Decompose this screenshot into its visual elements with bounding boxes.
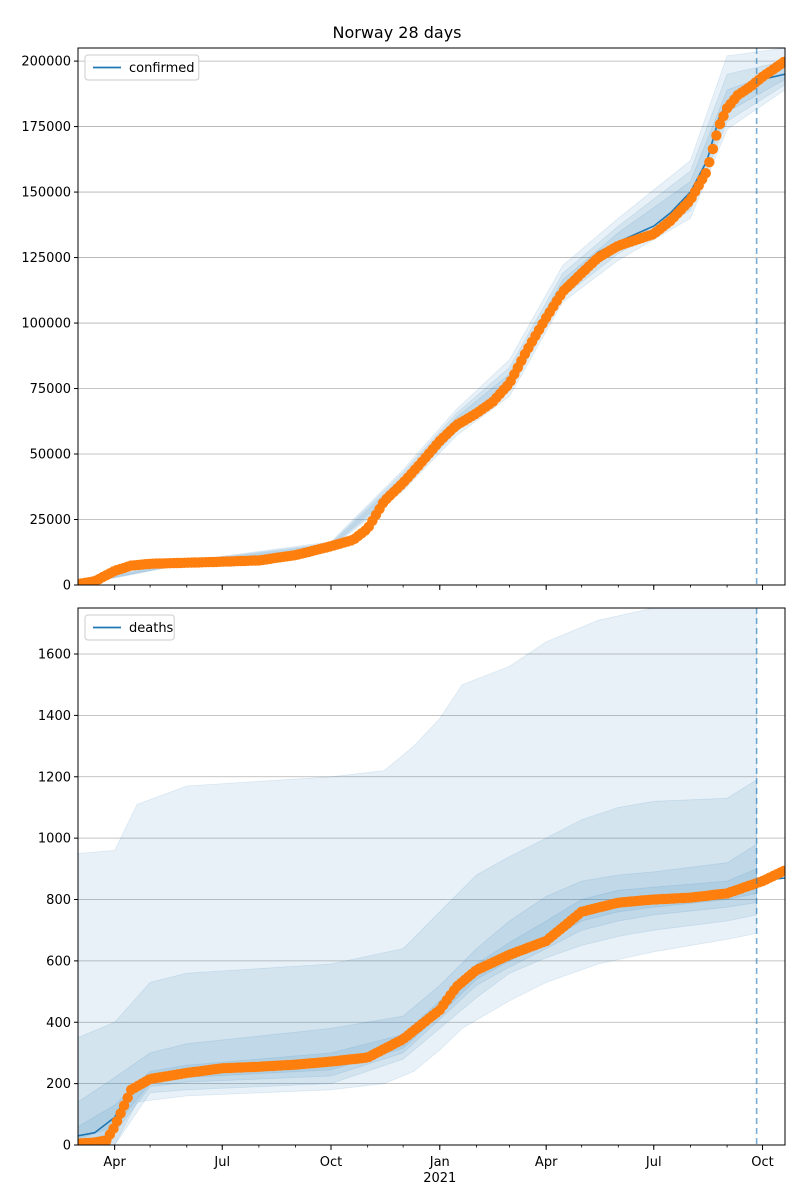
x-year-label: 2021 bbox=[423, 1171, 456, 1186]
y-tick-label: 100000 bbox=[21, 317, 71, 332]
y-tick-label: 0 bbox=[63, 579, 71, 594]
observed-point bbox=[118, 1100, 130, 1111]
y-tick-label: 400 bbox=[46, 1016, 71, 1031]
observed-point bbox=[700, 168, 711, 179]
observed-point bbox=[122, 1092, 133, 1103]
confirmed-panel: 0 25000 50000 75000 100000 125000 150000 175000… bbox=[21, 47, 786, 594]
legend-label: confirmed bbox=[129, 61, 195, 76]
y-tick-label: 25000 bbox=[30, 513, 71, 528]
observed-point bbox=[704, 157, 715, 168]
axes-frame bbox=[77, 607, 786, 1146]
observed-point bbox=[711, 130, 722, 141]
y-tick-label: 1000 bbox=[38, 832, 71, 847]
observed-points bbox=[78, 56, 785, 585]
y-tick-label: 150000 bbox=[21, 186, 71, 201]
x-tick-label: Oct bbox=[320, 1155, 342, 1170]
y-tick-label: 1600 bbox=[38, 648, 71, 663]
y-tick-label: 175000 bbox=[21, 120, 71, 135]
observed-point bbox=[115, 1108, 126, 1119]
x-tick-label: Jan bbox=[429, 1155, 450, 1170]
y-tick-label: 200000 bbox=[21, 55, 71, 70]
confidence-band bbox=[78, 779, 757, 1145]
legend-label: deaths bbox=[129, 621, 174, 636]
axes-frame bbox=[77, 47, 786, 586]
legend-box bbox=[84, 614, 175, 641]
y-tick-label: 800 bbox=[46, 893, 71, 908]
x-tick-label: Oct bbox=[751, 1155, 773, 1170]
y-tick-label: 75000 bbox=[30, 382, 71, 397]
observed-point bbox=[778, 865, 785, 877]
model-line-confirmed bbox=[78, 73, 785, 585]
deaths-panel: 0 200 400 600 800 1000 1200 1400 1600 Apr Jul Oct Ja… bbox=[38, 607, 786, 1186]
y-tick-label: 200 bbox=[46, 1077, 71, 1092]
observed-point bbox=[718, 110, 729, 122]
legend: deaths bbox=[84, 614, 175, 641]
y-tick-label: 125000 bbox=[21, 251, 71, 266]
confidence-band bbox=[78, 68, 785, 585]
observed-point bbox=[707, 143, 719, 155]
chart-title: Norway 28 days bbox=[333, 23, 462, 42]
x-tick-label: Jul bbox=[213, 1155, 230, 1170]
y-tick-label: 0 bbox=[63, 1139, 71, 1154]
legend: confirmed bbox=[84, 54, 200, 81]
observed-points bbox=[78, 865, 785, 1145]
x-tick-label: Jul bbox=[645, 1155, 662, 1170]
y-tick-label: 600 bbox=[46, 954, 71, 969]
y-tick-label: 1200 bbox=[38, 770, 71, 785]
x-tick-label: Apr bbox=[535, 1155, 558, 1170]
x-tick-label: Apr bbox=[103, 1155, 126, 1170]
y-tick-label: 50000 bbox=[30, 448, 71, 463]
y-tick-label: 1400 bbox=[38, 709, 71, 724]
legend-box bbox=[84, 54, 200, 81]
observed-point bbox=[778, 56, 785, 68]
observed-point bbox=[714, 118, 726, 130]
observed-point bbox=[111, 1116, 123, 1127]
confidence-band bbox=[78, 48, 785, 585]
